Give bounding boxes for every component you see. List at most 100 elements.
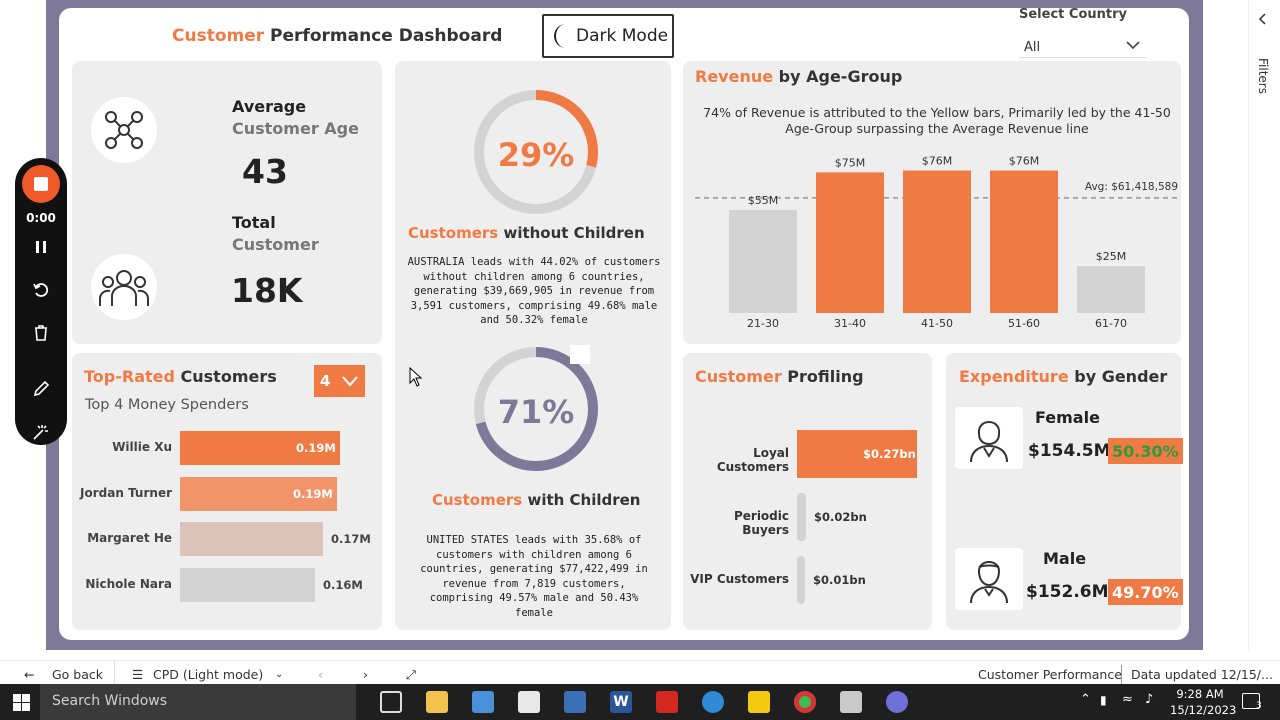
segment-bar[interactable] xyxy=(797,430,917,478)
customer-bar[interactable] xyxy=(180,431,340,465)
age-bar-label: $25M xyxy=(1096,250,1127,263)
record-timer: 0:00 xyxy=(26,211,56,225)
female-pct-badge: 50.30% xyxy=(1108,438,1183,464)
battery-icon[interactable]: ▮ xyxy=(1100,693,1107,707)
acrobat-icon[interactable] xyxy=(656,691,678,713)
trash-icon[interactable] xyxy=(29,321,53,345)
screen-recorder-toolbar: 0:00 xyxy=(15,158,67,445)
taskbar-clock[interactable]: 9:28 AM 15/12/2023 xyxy=(1170,686,1236,718)
prev-page-icon[interactable]: ‹ xyxy=(318,667,323,682)
female-amount: $154.5M xyxy=(1028,441,1111,461)
with-children-donut: 71% xyxy=(474,345,598,471)
top-rated-title: Top-Rated Customers xyxy=(84,367,277,386)
collapse-icon[interactable]: ⤢ xyxy=(406,667,417,682)
stop-record-button[interactable] xyxy=(22,165,60,203)
revenue-age-title: Revenue by Age-Group xyxy=(695,67,903,86)
top-n-dropdown[interactable]: 4 xyxy=(314,365,365,397)
age-category-label: 41-50 xyxy=(921,317,953,330)
avg-age-sublabel: Customer Age xyxy=(232,119,359,138)
age-bar xyxy=(1077,266,1145,313)
arrow-left-icon[interactable]: ← xyxy=(24,667,35,682)
page-selector[interactable]: CPD (Light mode) xyxy=(153,667,264,682)
windows-search-box[interactable]: Search Windows xyxy=(40,684,356,720)
age-bar xyxy=(816,172,884,313)
mouse-cursor-icon xyxy=(409,367,423,387)
windows-start-icon[interactable] xyxy=(13,694,30,711)
total-customer-label: Total xyxy=(232,213,276,232)
age-bar xyxy=(729,209,797,313)
mail-icon[interactable] xyxy=(518,691,540,713)
go-back-button[interactable]: Go back xyxy=(52,667,104,682)
next-page-icon[interactable]: › xyxy=(363,667,368,682)
divider xyxy=(1121,665,1122,685)
segment-value: $0.02bn xyxy=(814,510,867,524)
dashboard-title: Customer Performance Dashboard xyxy=(172,26,503,46)
clock-time: 9:28 AM xyxy=(1176,687,1224,701)
segment-name: Periodic Buyers xyxy=(733,509,789,537)
no-children-pct: 29% xyxy=(498,136,575,174)
notifications-icon[interactable] xyxy=(1242,693,1260,709)
children-card xyxy=(395,61,671,630)
file-explorer-icon[interactable] xyxy=(426,691,448,713)
customer-name: Willie Xu xyxy=(112,440,172,454)
segment-name: VIP Customers xyxy=(690,572,789,586)
top-n-value: 4 xyxy=(320,372,331,390)
no-children-title: Customers without Children xyxy=(408,224,645,242)
segment-bar[interactable] xyxy=(797,493,806,541)
settings-app-icon[interactable] xyxy=(886,691,908,713)
customer-name: Nichole Nara xyxy=(85,576,172,591)
avg-age-value: 43 xyxy=(242,152,288,191)
customer-bar[interactable] xyxy=(180,522,323,556)
group-people-icon xyxy=(91,254,157,320)
total-customer-sublabel: Customer xyxy=(232,235,319,254)
wifi-icon[interactable]: ≈ xyxy=(1122,692,1133,707)
chrome-icon[interactable] xyxy=(794,691,816,713)
effects-icon[interactable] xyxy=(29,420,53,444)
no-children-donut: 29% xyxy=(474,90,598,214)
age-bar-label: $55M xyxy=(748,194,779,207)
customer-value: 0.19M xyxy=(293,486,333,501)
revenue-age-subtitle: 74% of Revenue is attributed to the Yell… xyxy=(703,105,1171,136)
chevron-down-icon[interactable]: ⌄ xyxy=(275,669,284,680)
restart-icon[interactable] xyxy=(29,278,53,302)
top-rated-subtitle: Top 4 Money Spenders xyxy=(85,397,249,413)
volume-icon[interactable]: ♪ xyxy=(1145,692,1154,707)
country-dropdown[interactable]: All xyxy=(1019,36,1147,58)
age-bar-label: $75M xyxy=(835,156,866,169)
customer-bar[interactable] xyxy=(180,476,337,511)
word-icon[interactable]: W xyxy=(610,691,632,713)
windows-taskbar: Search Windows W ⌃ ▮ ≈ ♪ 9:28 AM 15/12/2… xyxy=(0,684,1280,720)
store-icon[interactable] xyxy=(472,691,494,713)
customer-name: Jordan Turner xyxy=(80,485,172,500)
customer-bar[interactable] xyxy=(180,567,315,602)
profiling-card xyxy=(683,353,932,630)
edge-icon[interactable] xyxy=(702,691,724,713)
power-bi-icon[interactable] xyxy=(748,691,770,713)
customer-name: Margaret He xyxy=(87,531,172,545)
task-view-icon[interactable] xyxy=(380,691,402,713)
with-children-pct: 71% xyxy=(498,393,575,431)
customer-value: 0.19M xyxy=(296,441,336,455)
segment-bar[interactable] xyxy=(797,556,805,604)
filters-pane[interactable] xyxy=(1248,0,1280,650)
moon-icon xyxy=(554,24,566,48)
pen-icon[interactable] xyxy=(29,377,53,401)
customer-value: 0.16M xyxy=(323,577,363,592)
app-icon[interactable] xyxy=(840,691,862,713)
notification-count: 3 xyxy=(1256,701,1262,711)
country-dropdown-value: All xyxy=(1024,40,1041,55)
total-customer-value: 18K xyxy=(231,271,303,310)
age-category-label: 51-60 xyxy=(1008,317,1040,330)
remote-desktop-icon[interactable] xyxy=(564,691,586,713)
divider xyxy=(114,661,115,689)
pages-icon: ☰ xyxy=(132,667,144,682)
filters-label[interactable]: Filters xyxy=(1256,58,1270,94)
chevron-left-icon[interactable] xyxy=(1256,12,1270,26)
pause-icon[interactable] xyxy=(29,235,53,259)
female-label: Female xyxy=(1035,408,1100,427)
chevron-up-icon[interactable]: ⌃ xyxy=(1080,692,1091,707)
dark-mode-button[interactable]: Dark Mode xyxy=(542,14,674,58)
segment-name: Loyal Customers xyxy=(716,446,789,474)
avg-age-label: Average xyxy=(232,97,307,116)
male-amount: $152.6M xyxy=(1026,582,1109,602)
